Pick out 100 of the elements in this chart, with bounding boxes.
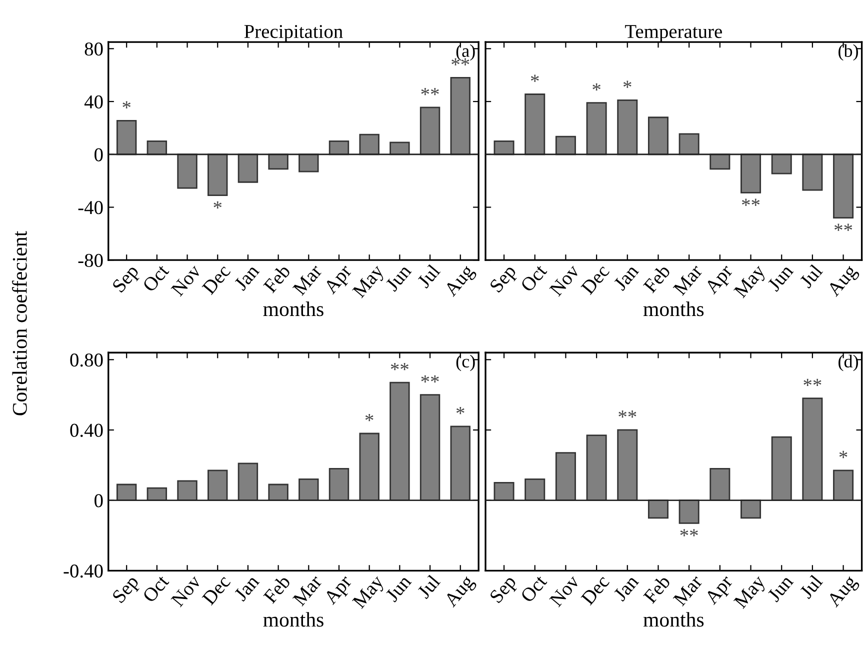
x-tick-label: Feb — [642, 574, 671, 604]
y-tick-label: 0.40 — [70, 424, 103, 438]
x-tick-label: Jul — [416, 574, 441, 600]
x-tick-label: Apr — [704, 266, 734, 295]
x-tick-label: Nov — [170, 574, 202, 608]
x-tick-label: Jan — [613, 264, 640, 292]
y-tick-label: 40 — [84, 95, 103, 108]
annotation: ** — [421, 375, 439, 382]
bar — [298, 478, 319, 502]
bar — [524, 478, 546, 502]
x-tick-label: Oct — [142, 574, 170, 604]
annotation: * — [214, 201, 222, 208]
bar — [420, 106, 440, 156]
x-tick-label: Mar — [672, 263, 704, 296]
bar — [586, 434, 607, 502]
bar — [390, 382, 410, 502]
bar — [359, 432, 380, 502]
annotation: * — [839, 450, 848, 458]
annotation: * — [592, 83, 600, 90]
bar — [208, 154, 228, 196]
bar — [238, 462, 258, 502]
bar — [494, 140, 514, 156]
x-tick-label: Jan — [234, 264, 260, 292]
bar — [268, 154, 288, 170]
bar — [208, 470, 228, 502]
x-tick-label: Oct — [520, 574, 548, 604]
x-tick-label: Aug — [826, 264, 861, 300]
annotation: (a) — [456, 44, 475, 61]
x-tick-label: Jan — [234, 574, 260, 602]
bar — [771, 436, 792, 502]
y-tick-label: 0 — [94, 148, 103, 162]
bar — [740, 154, 762, 194]
x-tick-label: Jun — [385, 264, 412, 292]
x-tick-label: Dec — [202, 264, 232, 296]
x-tick-label: Aug — [443, 264, 478, 300]
bar — [678, 500, 700, 524]
y-tick-label: 80 — [84, 42, 103, 56]
bar — [555, 136, 576, 156]
x-tick-label: Dec — [580, 574, 610, 606]
y-tick-label: -40 — [78, 201, 103, 214]
annotation: ** — [742, 198, 760, 206]
x-tick-label: Nov — [549, 574, 580, 608]
bar — [617, 429, 638, 502]
x-tick-label: Oct — [520, 263, 548, 293]
x-tick-label: Jan — [613, 574, 640, 602]
x-tick-label: Mar — [292, 263, 323, 296]
bar — [494, 482, 514, 502]
x-tick-label: Mar — [672, 574, 704, 607]
bar — [678, 133, 700, 156]
x-tick-label: Aug — [443, 574, 478, 610]
bar — [450, 77, 470, 156]
annotation: ** — [452, 58, 470, 66]
x-tick-label: Oct — [142, 263, 170, 293]
bar — [450, 426, 470, 502]
annotation: * — [623, 80, 632, 88]
x-tick-label: Sep — [489, 574, 520, 606]
bar — [177, 480, 198, 502]
annotation: ** — [618, 410, 636, 418]
bar — [328, 468, 350, 502]
x-tick-label: Jul — [416, 263, 441, 289]
bar — [802, 154, 823, 191]
x-tick-label: Mar — [292, 574, 323, 607]
x-tick-label: Aug — [826, 574, 861, 610]
y-tick-label: -80 — [78, 254, 103, 268]
bar — [298, 154, 319, 172]
bar — [802, 398, 823, 502]
bar — [833, 154, 854, 219]
x-tick-label: Jul — [798, 263, 824, 289]
x-tick-label: Dec — [202, 574, 232, 606]
x-tick-label: Feb — [262, 574, 291, 604]
bar — [116, 120, 137, 156]
annotation: ** — [834, 224, 852, 231]
x-tick-label: May — [733, 574, 769, 612]
annotation: * — [122, 101, 131, 108]
chart-title: Temperature — [625, 25, 722, 42]
bar — [740, 500, 762, 519]
bar — [555, 452, 576, 502]
x-tick-label: May — [352, 574, 388, 612]
x-tick-label: Nov — [549, 263, 580, 297]
annotation: ** — [680, 529, 698, 536]
x-tick-label: Jun — [767, 574, 794, 603]
annotation: * — [365, 414, 374, 422]
bar — [586, 102, 607, 156]
bar — [771, 154, 792, 174]
x-tick-label: Feb — [642, 263, 671, 294]
annotation: ** — [390, 363, 408, 370]
bar — [648, 116, 668, 156]
annotation: (d) — [838, 354, 858, 372]
bar — [833, 470, 854, 502]
chart-title: Precipitation — [244, 25, 343, 42]
x-tick-label: Apr — [704, 576, 734, 606]
annotation: ** — [421, 88, 439, 96]
x-tick-label: Nov — [170, 263, 202, 297]
bar — [177, 154, 198, 189]
x-tick-label: Sep — [489, 264, 520, 296]
x-axis-title: months — [643, 612, 704, 627]
bar — [268, 484, 288, 502]
annotation: * — [530, 74, 539, 82]
bar — [710, 154, 730, 170]
x-tick-label: Dec — [580, 264, 610, 296]
